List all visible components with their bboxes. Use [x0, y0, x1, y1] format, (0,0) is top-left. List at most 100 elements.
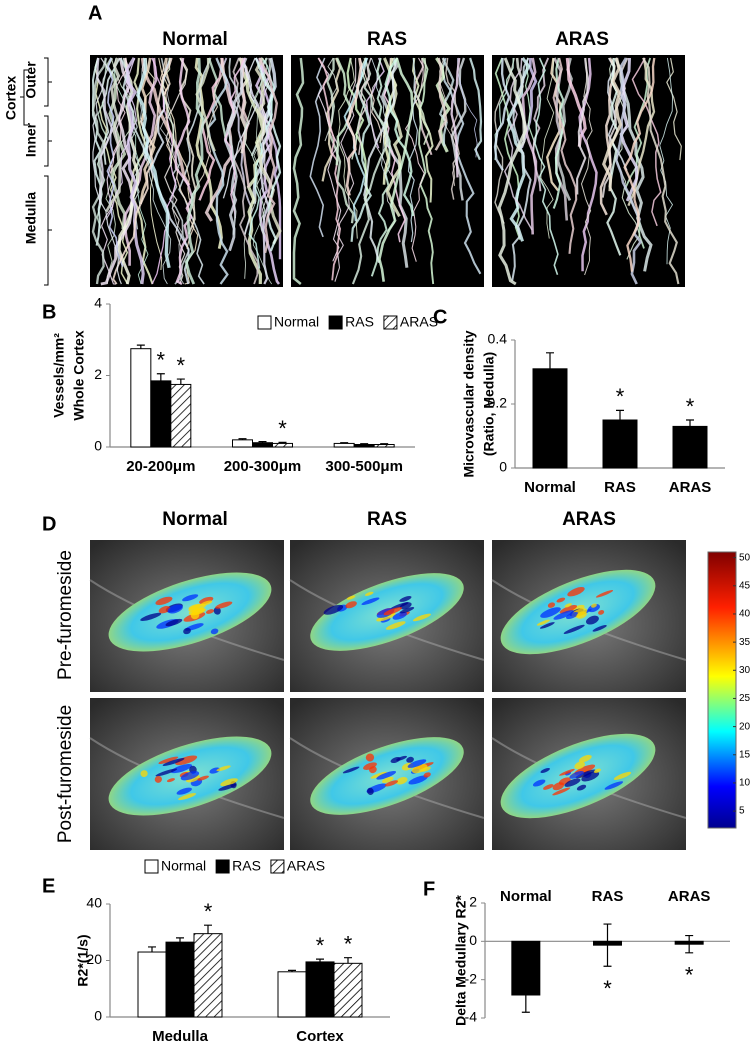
kidney-spot — [420, 766, 431, 772]
kidney-spot — [323, 604, 344, 615]
vessel — [254, 57, 282, 252]
colorbar-tick-label: 30 — [739, 665, 751, 676]
vessel — [623, 57, 656, 272]
significance-mark: * — [204, 899, 213, 924]
vessel-image — [90, 55, 283, 287]
kidney-spot — [396, 755, 408, 761]
bar — [305, 961, 335, 1018]
vessel — [136, 57, 171, 269]
vessel — [457, 57, 478, 158]
kidney-spot — [361, 597, 380, 606]
panel-label: C — [433, 306, 447, 328]
vessel — [363, 57, 399, 263]
colorbar-tick-label: 20 — [739, 721, 751, 732]
legend-label: Normal — [274, 314, 319, 330]
vessel — [493, 57, 511, 171]
vessel — [317, 57, 342, 281]
kidney-spot — [423, 772, 431, 778]
category-label: Normal — [500, 888, 552, 905]
vessel — [337, 57, 358, 239]
colorbar-tick-label: 10 — [739, 778, 751, 789]
category-label: Medulla — [152, 1028, 208, 1045]
vessel — [96, 57, 114, 205]
vessel-image — [492, 55, 685, 287]
kidney-spot — [182, 594, 199, 602]
mri-image — [89, 540, 285, 692]
kidney-spot — [566, 611, 579, 620]
legend-swatch — [383, 315, 398, 330]
vessel — [110, 57, 129, 174]
bar — [277, 971, 307, 1018]
vessel — [292, 57, 305, 285]
y-tick-label: -2 — [465, 970, 478, 986]
vessel — [119, 57, 148, 161]
vessel — [309, 57, 326, 238]
kidney-spot — [552, 787, 571, 796]
bar — [674, 940, 704, 945]
kidney-spot — [364, 591, 374, 596]
kidney-spot — [392, 611, 407, 620]
significance-mark: * — [616, 384, 625, 409]
bar — [272, 442, 293, 448]
image-title: RAS — [367, 509, 407, 530]
category-label: 200-300μm — [224, 458, 302, 475]
vessel — [365, 57, 385, 149]
bar — [672, 425, 708, 469]
y-tick-label: 0 — [94, 1008, 102, 1024]
vessel — [222, 57, 258, 199]
y-axis-label: (Ratio, Medulla) — [481, 352, 497, 456]
kidney-spot — [547, 602, 556, 608]
significance-mark: * — [344, 931, 353, 956]
y-tick-label: 20 — [86, 951, 102, 967]
kidney-spot — [604, 781, 624, 790]
y-tick-label: 4 — [94, 295, 102, 311]
vessel — [417, 57, 431, 146]
vessel — [445, 57, 460, 200]
vessel — [534, 57, 559, 275]
y-axis-label: Vessels/mm² — [51, 333, 67, 418]
kidney-spot — [563, 624, 585, 634]
kidney-spot — [540, 607, 561, 618]
kidney-spot — [396, 776, 408, 785]
kidney-spot — [346, 595, 356, 600]
bar — [252, 442, 273, 448]
kidney-spot — [162, 758, 185, 766]
vessel — [540, 57, 555, 239]
side-label: Cortex — [3, 76, 19, 121]
panel-label: F — [423, 878, 435, 900]
vessel — [614, 57, 643, 285]
kidney-spot — [593, 768, 601, 774]
kidney-spot — [218, 783, 237, 791]
vessel — [578, 57, 598, 272]
kidney-spot — [536, 619, 550, 626]
vessel-image — [291, 55, 484, 287]
kidney-spot — [385, 621, 406, 630]
kidney-spot — [178, 793, 197, 801]
kidney-spot — [598, 610, 605, 615]
kidney-spot — [559, 768, 575, 776]
bar — [150, 380, 172, 448]
kidney-spot — [140, 612, 162, 621]
vessel — [439, 57, 458, 187]
kidney-spot — [155, 768, 178, 777]
vessel — [521, 57, 538, 235]
kidney-spot — [345, 601, 357, 609]
vessel — [198, 57, 224, 201]
kidney-spot — [613, 771, 632, 781]
vessel — [244, 57, 268, 236]
kidney-spot — [220, 778, 238, 787]
kidney-spot — [342, 766, 360, 774]
significance-mark: * — [177, 353, 186, 378]
vessel — [450, 57, 461, 178]
significance-mark: * — [686, 394, 695, 419]
legend-label: ARAS — [287, 858, 325, 874]
image-title: Normal — [162, 509, 227, 530]
kidney-spot — [595, 590, 614, 598]
kidney-spot — [200, 600, 213, 606]
kidney-spot — [369, 766, 377, 774]
panel-label: E — [42, 875, 55, 897]
kidney-spot — [564, 778, 581, 787]
category-label: ARAS — [669, 479, 712, 496]
kidney-spot — [165, 618, 183, 627]
significance-mark: * — [685, 963, 694, 988]
